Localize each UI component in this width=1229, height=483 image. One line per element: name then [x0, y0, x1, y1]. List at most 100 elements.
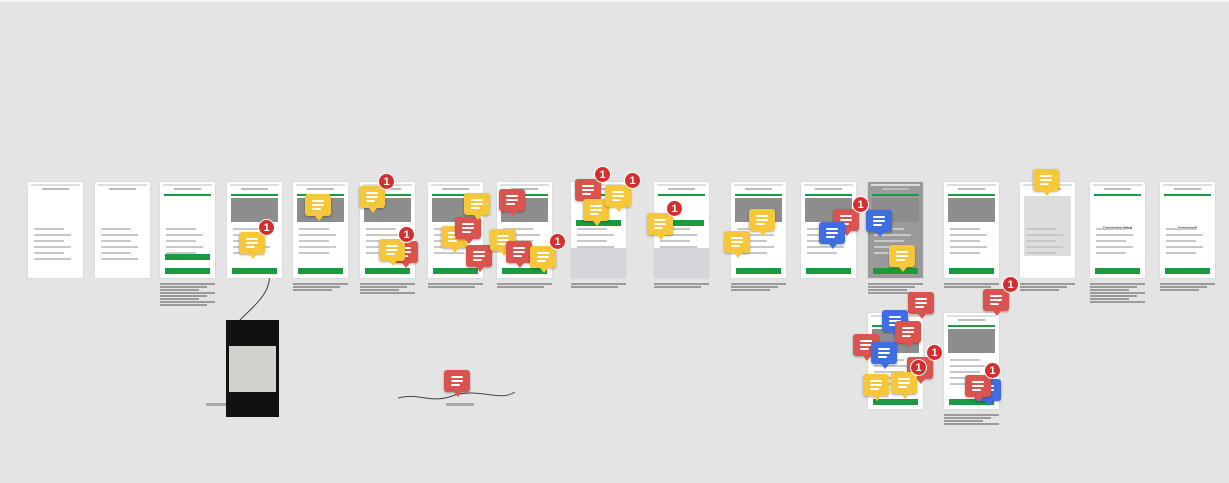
comment-yellow-icon[interactable] — [647, 213, 673, 240]
text-line — [577, 240, 607, 242]
screen-header — [241, 188, 268, 190]
text-line — [366, 228, 396, 230]
continue-button[interactable] — [949, 268, 994, 274]
continue-button[interactable] — [736, 268, 781, 274]
comment-yellow-icon[interactable] — [891, 372, 917, 399]
status-bar — [871, 184, 920, 186]
text-line — [1026, 252, 1056, 254]
screen-frame[interactable] — [731, 182, 786, 278]
comment-red-icon[interactable] — [908, 292, 934, 319]
annotation-note — [1020, 283, 1075, 292]
text-line — [807, 252, 837, 254]
screen-frame[interactable]: Connected! — [1160, 182, 1215, 278]
keyboard[interactable] — [571, 248, 626, 278]
text-line — [233, 228, 263, 230]
comment-red-icon[interactable] — [499, 189, 525, 216]
comment-yellow-icon[interactable] — [239, 232, 265, 259]
comment-red-icon[interactable] — [895, 321, 921, 348]
text-line — [101, 252, 131, 254]
continue-button[interactable] — [659, 220, 704, 226]
progress-bar — [805, 194, 852, 196]
text-line — [660, 240, 690, 242]
continue-button[interactable] — [232, 268, 277, 274]
text-line — [166, 228, 196, 230]
continue-button[interactable] — [298, 268, 343, 274]
primary-button[interactable] — [165, 254, 210, 260]
comment-yellow-icon[interactable] — [530, 246, 556, 273]
continue-button[interactable] — [949, 399, 994, 405]
comment-yellow-icon[interactable] — [305, 194, 331, 221]
continue-button[interactable] — [806, 268, 851, 274]
comment-yellow-icon[interactable] — [605, 185, 631, 212]
text-line — [1166, 228, 1196, 230]
comment-blue-icon[interactable] — [866, 210, 892, 237]
comment-yellow-icon[interactable] — [379, 239, 405, 266]
comment-red-icon[interactable] — [575, 179, 601, 206]
text-line — [874, 365, 911, 367]
progress-bar — [231, 194, 278, 196]
comment-count-badge: 1 — [594, 166, 611, 183]
continue-button[interactable] — [502, 268, 547, 274]
text-line — [874, 234, 911, 236]
continue-button[interactable] — [365, 268, 410, 274]
comment-count-badge: 1 — [984, 362, 1001, 379]
text-line — [34, 240, 64, 242]
text-line — [101, 240, 131, 242]
text-line — [950, 240, 980, 242]
continue-button[interactable] — [873, 268, 918, 274]
continue-button[interactable] — [433, 268, 478, 274]
screen-frame[interactable] — [28, 182, 83, 278]
screen-frame[interactable] — [1020, 182, 1075, 278]
comment-blue-icon[interactable] — [871, 342, 897, 369]
screen-header — [511, 188, 538, 190]
continue-button[interactable] — [165, 268, 210, 274]
text-line — [299, 228, 329, 230]
keyboard[interactable] — [654, 248, 709, 278]
video-image — [229, 346, 276, 392]
screen-header — [668, 188, 695, 190]
comment-yellow-icon[interactable] — [583, 199, 609, 226]
text-line — [1096, 240, 1126, 242]
comment-yellow-icon[interactable] — [724, 231, 750, 258]
comment-red-icon[interactable] — [983, 289, 1009, 316]
annotation-note — [654, 283, 709, 289]
screen-header — [815, 188, 842, 190]
screen-frame[interactable]: Connecting failed — [1090, 182, 1145, 278]
status-bar — [163, 184, 212, 186]
continue-button[interactable] — [873, 399, 918, 405]
comment-yellow-icon[interactable] — [863, 374, 889, 401]
status-bar — [1163, 184, 1212, 186]
screen-frame[interactable] — [944, 182, 999, 278]
screen-header — [42, 188, 69, 190]
continue-button[interactable] — [1095, 268, 1140, 274]
comment-yellow-icon[interactable] — [1033, 169, 1059, 196]
comment-yellow-icon[interactable] — [359, 186, 385, 213]
comment-yellow-icon[interactable] — [464, 193, 490, 220]
text-line — [503, 228, 533, 230]
text-line — [34, 228, 64, 230]
text-line — [737, 246, 774, 248]
scroll-handle[interactable] — [446, 403, 474, 406]
screen-frame[interactable] — [95, 182, 150, 278]
annotation-note — [944, 414, 999, 426]
status-bar — [431, 184, 480, 186]
comment-yellow-icon[interactable] — [889, 245, 915, 272]
text-line — [660, 246, 697, 248]
text-line — [299, 252, 329, 254]
video-frame[interactable] — [226, 320, 279, 417]
continue-button[interactable] — [1165, 268, 1210, 274]
screen-frame[interactable] — [160, 182, 215, 278]
comment-blue-icon[interactable] — [819, 222, 845, 249]
comment-red-icon[interactable] — [506, 241, 532, 268]
comment-red-icon[interactable] — [455, 217, 481, 244]
screen-header — [958, 188, 985, 190]
screen-header — [442, 188, 469, 190]
comment-red-icon[interactable] — [466, 245, 492, 272]
text-line — [737, 234, 774, 236]
text-line — [101, 228, 131, 230]
comment-red-icon[interactable] — [965, 375, 991, 402]
scroll-handle[interactable] — [206, 403, 230, 406]
comment-yellow-icon[interactable] — [749, 209, 775, 236]
comment-count-badge: 1 — [398, 226, 415, 243]
comment-red-icon[interactable] — [444, 370, 470, 397]
